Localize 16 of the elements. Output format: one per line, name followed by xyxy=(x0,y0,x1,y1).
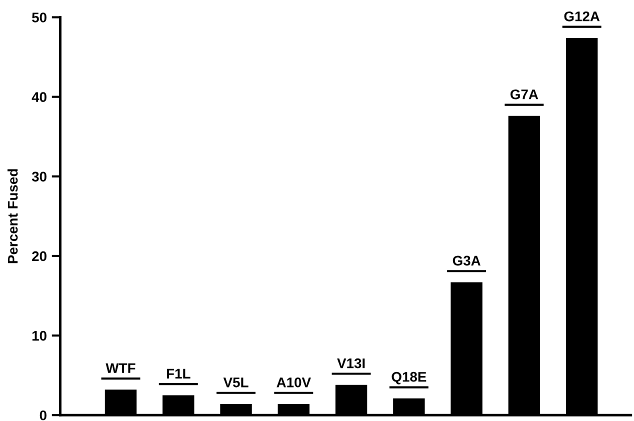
x-tick-label: G12A xyxy=(564,11,600,22)
x-tick-label: G7A xyxy=(510,89,538,100)
y-tick-label: 40 xyxy=(32,92,46,102)
x-tick-label: G3A xyxy=(452,256,480,266)
x-tick-label: V5L xyxy=(223,378,248,388)
y-tick-label: 30 xyxy=(32,172,46,182)
x-tick-label: F1L xyxy=(166,368,190,378)
y-tick-label: 50 xyxy=(32,12,46,22)
y-tick-label: 10 xyxy=(32,330,46,341)
x-tick-label: A10V xyxy=(276,377,311,388)
y-tick-label: 0 xyxy=(40,410,46,420)
x-tick-label: Q18E xyxy=(392,372,426,384)
y-tick-label: 20 xyxy=(32,251,46,262)
x-tick-label: WTF xyxy=(106,363,136,373)
x-tick-label: V13I xyxy=(337,358,365,368)
y-axis-title: Percent Fused xyxy=(8,169,18,264)
